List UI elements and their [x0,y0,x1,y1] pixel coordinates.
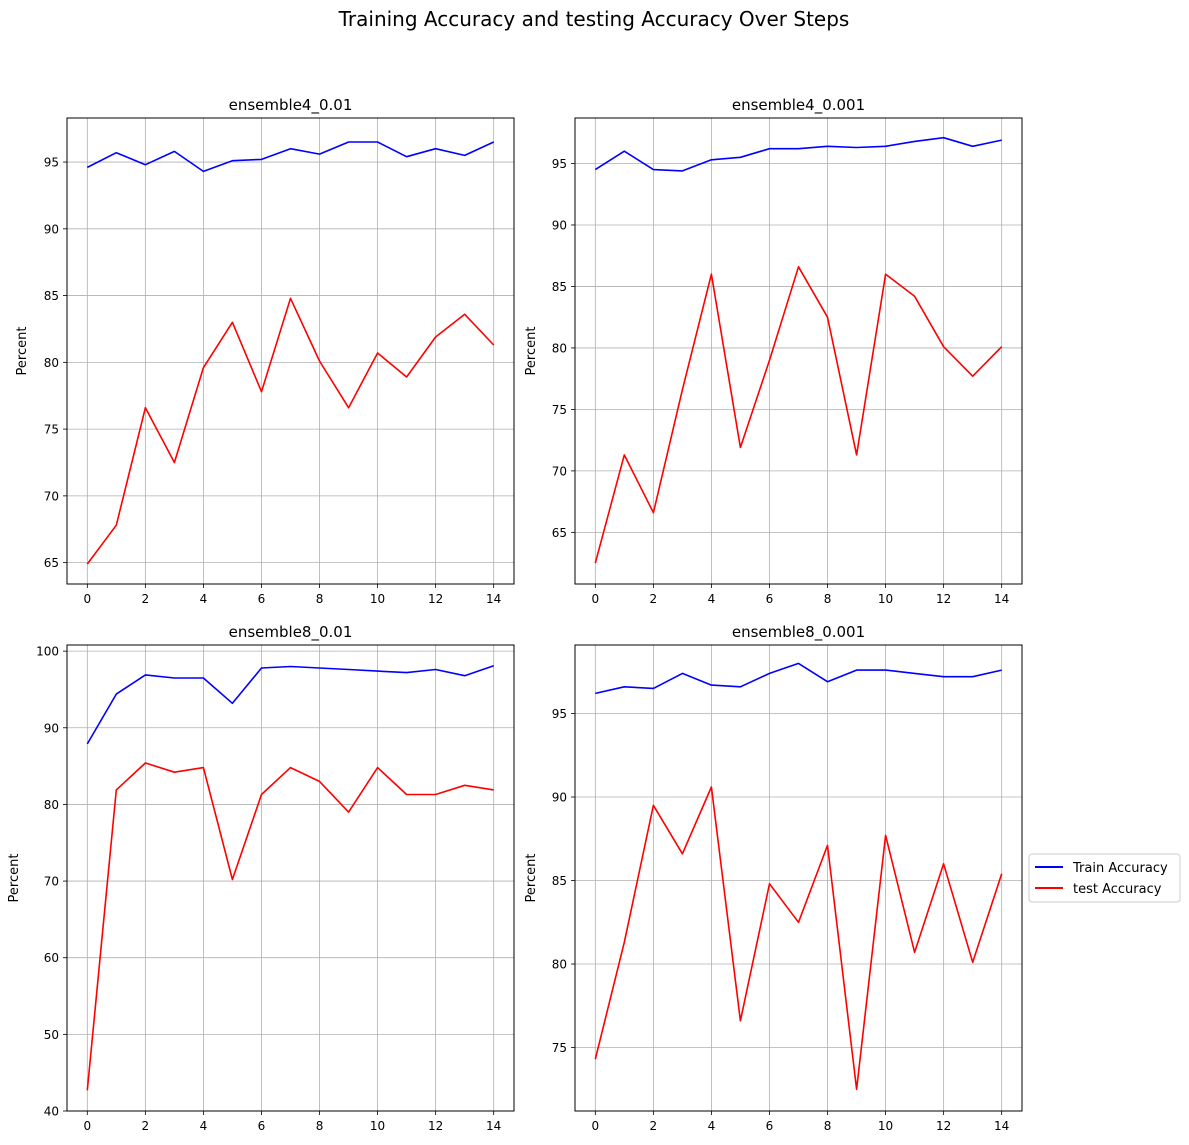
x-tick-label: 6 [258,1119,266,1133]
x-tick-label: 0 [591,592,599,606]
series-line-train-accuracy [86,141,495,173]
subplot-ensemble8-0-01: 0 2 4 6 8 10 12 14 40 50 60 70 80 90 100 ensemble8_0.0… [7,623,515,1133]
y-axis-label: Percent [524,327,539,376]
y-tick-label: 40 [44,1105,59,1119]
x-tick-label: 12 [936,592,951,606]
x-tick-label: 14 [486,1119,501,1133]
y-tick-label: 75 [44,423,59,437]
x-tick-label: 2 [142,592,150,606]
series-line-test-accuracy [594,265,1003,564]
axes-frame [574,644,1023,1112]
x-tick-label: 10 [878,592,893,606]
x-tick-label: 6 [766,592,774,606]
y-axis-label: Percent [7,854,22,903]
x-tick-label: 6 [258,592,266,606]
subplot-title: ensemble4_0.01 [229,96,353,115]
x-tick-label: 4 [200,1119,208,1133]
y-tick-label: 85 [552,280,567,294]
y-tick-label: 85 [552,874,567,888]
x-tick-label: 2 [142,1119,150,1133]
y-tick-label: 70 [44,489,59,503]
y-tick-label: 80 [44,798,59,812]
figure-title: Training Accuracy and testing Accuracy O… [338,7,850,31]
y-tick-label: 95 [44,156,59,170]
x-tick-label: 4 [200,592,208,606]
y-tick-label: 85 [44,289,59,303]
x-tick-label: 8 [824,1119,832,1133]
y-tick-label: 50 [44,1028,59,1042]
y-tick-label: 75 [552,403,567,417]
x-tick-label: 10 [370,1119,385,1133]
subplot-ensemble8-0-001: 0 2 4 6 8 10 12 14 75 80 85 90 95 ensemble8_0.001 Pe… [524,623,1023,1133]
subplot-title: ensemble8_0.01 [229,623,353,642]
x-tick-label: 14 [486,592,501,606]
x-tick-label: 6 [766,1119,774,1133]
x-tick-label: 14 [994,592,1009,606]
legend-label-test: test Accuracy [1073,882,1162,897]
y-tick-label: 75 [552,1041,567,1055]
legend: Train Accuracy test Accuracy [1028,853,1181,903]
subplot-ensemble4-0-01: 0 2 4 6 8 10 12 14 65 70 75 80 85 90 95 ensemble4_0.01… [15,96,515,606]
x-tick-label: 12 [428,592,443,606]
subplot-title: ensemble8_0.001 [732,623,865,642]
series-line-test-accuracy [86,762,494,1091]
series-line-test-accuracy [86,297,495,565]
y-tick-label: 70 [44,875,59,889]
axes-frame [574,117,1023,585]
y-tick-label: 80 [552,958,567,972]
x-tick-label: 8 [316,1119,324,1133]
y-tick-label: 80 [44,356,59,370]
legend-label-train: Train Accuracy [1072,861,1168,876]
x-tick-label: 12 [428,1119,443,1133]
y-tick-label: 65 [552,526,567,540]
subplot-title: ensemble4_0.001 [732,96,865,115]
x-tick-label: 4 [708,1119,716,1133]
x-tick-label: 0 [83,592,91,606]
series-line-train-accuracy [86,664,494,745]
x-tick-label: 10 [878,1119,893,1133]
legend-box [1028,853,1181,903]
y-axis-label: Percent [15,327,30,376]
series-line-train-accuracy [594,136,1002,172]
x-tick-label: 10 [370,592,385,606]
x-tick-label: 14 [994,1119,1009,1133]
x-tick-label: 4 [708,592,716,606]
x-tick-label: 12 [936,1119,951,1133]
y-tick-label: 65 [44,556,59,570]
y-tick-label: 90 [552,790,567,804]
axes-frame [66,644,515,1112]
x-tick-label: 0 [591,1119,599,1133]
x-tick-label: 0 [83,1119,91,1133]
x-tick-label: 8 [316,592,324,606]
y-tick-label: 95 [552,157,567,171]
series-line-train-accuracy [595,662,1002,695]
y-tick-label: 100 [36,645,59,659]
y-tick-label: 60 [44,951,59,965]
x-tick-label: 8 [824,592,832,606]
x-tick-label: 2 [650,1119,658,1133]
y-axis-label: Percent [524,854,539,903]
y-tick-label: 90 [44,721,59,735]
x-tick-label: 2 [650,592,658,606]
y-tick-label: 70 [552,464,567,478]
y-tick-label: 90 [44,222,59,236]
y-tick-label: 95 [552,707,567,721]
axes-frame [66,117,515,585]
subplot-ensemble4-0-001: 0 2 4 6 8 10 12 14 65 70 75 80 85 90 95 ensemble4_0.00… [524,96,1023,606]
y-tick-label: 80 [552,341,567,355]
y-tick-label: 90 [552,218,567,232]
series-line-test-accuracy [594,786,1003,1091]
